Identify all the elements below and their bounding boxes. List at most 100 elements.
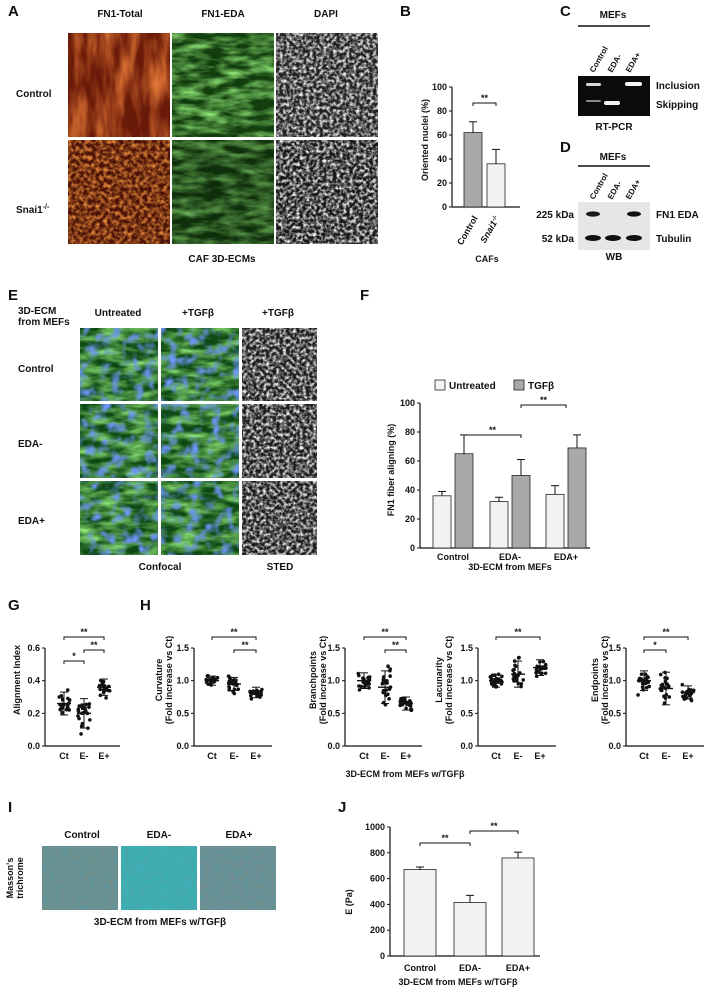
panel-f-bar-1-0 bbox=[454, 453, 474, 549]
panel-h-2-dot-2-2 bbox=[543, 662, 548, 667]
panel-g-dot-1-17 bbox=[76, 707, 81, 712]
panel-h-1-sig-2-bracket bbox=[384, 649, 407, 653]
panel-h-3-dot-0-12 bbox=[644, 681, 648, 686]
panel-h-1-dot-2-20 bbox=[399, 696, 403, 701]
panel-b-tick-label-0: 0 bbox=[442, 202, 447, 212]
panel-a-col-1: FN1-Total bbox=[97, 9, 143, 20]
panel-h-branchpoints-chart: 0.0 0.5 1.0 1.5 Ct E- E+ **** bbox=[327, 627, 422, 761]
panel-c-lane-eda-minus: EDA- bbox=[606, 52, 624, 74]
panel-i-label: I bbox=[8, 799, 12, 816]
panel-h-0-dot-0-15 bbox=[215, 675, 220, 680]
panel-c-caption: RT-PCR bbox=[595, 122, 633, 133]
panel-j-sig-2-label: ** bbox=[490, 821, 498, 831]
panel-h-1-sig-1-label: ** bbox=[381, 627, 389, 637]
panel-j-tick-label-0: 0 bbox=[380, 951, 385, 961]
panel-a-label: A bbox=[8, 3, 19, 20]
panel-h-2-dot-2-8 bbox=[540, 671, 544, 675]
panel-g-dot-1-15 bbox=[84, 709, 88, 713]
panel-c-band-inclusion: Inclusion bbox=[656, 81, 700, 92]
panel-h-1-dot-0-21 bbox=[367, 675, 371, 680]
panel-j-xlabel: 3D-ECM from MEFs w/TGFβ bbox=[399, 977, 519, 987]
panel-h-1-sig-2-label: ** bbox=[392, 640, 400, 650]
panel-g-sig-2-bracket bbox=[63, 660, 85, 664]
panel-d-blot bbox=[578, 202, 650, 250]
panel-h-1-dot-1-2 bbox=[387, 697, 391, 701]
panel-h-0-tick-label-2: 1.0 bbox=[176, 676, 189, 686]
panel-e-col-untreated: Untreated bbox=[95, 308, 142, 319]
panel-h-1-dot-0-9 bbox=[357, 684, 361, 688]
panel-i-col-eda-plus: EDA+ bbox=[226, 830, 253, 841]
panel-h-branchpoints-ylabel: Branchpoints bbox=[308, 651, 318, 709]
panel-i-stains bbox=[42, 846, 276, 910]
panel-h-0-sig-2-label: ** bbox=[241, 640, 249, 650]
panel-a-col-3: DAPI bbox=[314, 9, 338, 20]
panel-h-3-dot-0-20 bbox=[647, 684, 652, 689]
panel-d-label: D bbox=[560, 139, 571, 156]
panel-h-3-dot-0-21 bbox=[639, 677, 643, 681]
panel-e-row-eda-minus: EDA- bbox=[18, 439, 42, 450]
panel-h-2-sig-1-bracket bbox=[495, 636, 541, 640]
panel-h-3-group-2: E+ bbox=[682, 751, 693, 761]
panel-h-1-group-1: E- bbox=[381, 751, 390, 761]
panel-h-1-dot-0-8 bbox=[367, 686, 371, 690]
panel-e-col-tgfb: +TGFβ bbox=[182, 308, 214, 319]
panel-e-micrographs bbox=[80, 328, 317, 555]
panel-f-tick-label-3: 60 bbox=[405, 456, 415, 466]
panel-b-tick-label-3: 60 bbox=[437, 130, 447, 140]
panel-h-2-dot-0-12 bbox=[492, 683, 496, 688]
panel-e-corner-1: 3D-ECM bbox=[18, 306, 56, 317]
panel-h-2-group-1: E- bbox=[514, 751, 523, 761]
panel-i-ylabel-1: Masson's bbox=[5, 858, 15, 899]
panel-h-endpoints-ysub: (Fold increase vs Ct) bbox=[600, 636, 610, 725]
panel-c-gel bbox=[578, 76, 650, 116]
panel-f-bar-0-0 bbox=[432, 495, 452, 549]
panel-h-2-group-0: Ct bbox=[491, 751, 501, 761]
panel-g-dot-1-0 bbox=[88, 718, 92, 722]
panel-h-3-dot-1-15 bbox=[660, 682, 665, 687]
panel-g-dot-1-14 bbox=[87, 705, 91, 709]
panel-b-caption: CAFs bbox=[475, 254, 499, 264]
panel-j-tick-label-5: 1000 bbox=[365, 822, 385, 832]
panel-g-dot-0-20 bbox=[57, 695, 62, 699]
panel-h-2-sig-1-label: ** bbox=[514, 627, 522, 637]
panel-h-2-dot-2-19 bbox=[543, 671, 548, 676]
panel-f-bar-1-1 bbox=[511, 475, 531, 549]
panel-h-2-dot-0-7 bbox=[500, 674, 504, 679]
panel-g-tick-label-3: 0.6 bbox=[27, 643, 40, 653]
panel-f-tick-label-1: 20 bbox=[405, 514, 415, 524]
panel-h-3-dot-1-19 bbox=[658, 672, 663, 677]
panel-g-dot-1-4 bbox=[77, 716, 81, 721]
panel-h-1-group-0: Ct bbox=[359, 751, 369, 761]
panel-g-dot-1-10 bbox=[79, 732, 83, 736]
panel-h-2-group-2: E+ bbox=[534, 751, 545, 761]
panel-j-cat-2: EDA+ bbox=[506, 963, 530, 973]
panel-i-caption: 3D-ECM from MEFs w/TGFβ bbox=[94, 917, 226, 928]
panel-h-2-dot-1-14 bbox=[514, 664, 518, 669]
panel-g-sig-3-bracket bbox=[83, 649, 105, 653]
panel-h-1-dot-1-1 bbox=[388, 674, 392, 678]
panel-f-bar-0-1 bbox=[489, 501, 509, 549]
panel-f-tick-label-4: 80 bbox=[405, 427, 415, 437]
panel-c-lane-eda-plus: EDA+ bbox=[624, 51, 643, 74]
panel-h-3-group-1: E- bbox=[662, 751, 671, 761]
panel-b-tick-label-5: 100 bbox=[432, 82, 447, 92]
panel-e-bottom-confocal: Confocal bbox=[139, 562, 182, 573]
panel-d-lane-eda-minus: EDA- bbox=[606, 179, 624, 201]
panel-j-sig-1-label: ** bbox=[441, 833, 449, 843]
panel-f-sig-2-bracket bbox=[520, 404, 567, 408]
panel-h-curvature-ylabel: Curvature bbox=[154, 659, 164, 702]
panel-j-tick-label-2: 400 bbox=[370, 899, 385, 909]
panel-i-col-eda-minus: EDA- bbox=[147, 830, 171, 841]
panel-h-3-dot-2-17 bbox=[689, 698, 694, 703]
panel-a-row-snai1: Snai1-/- bbox=[16, 204, 50, 216]
panel-b-tick-label-2: 40 bbox=[437, 154, 447, 164]
panel-g-dot-0-19 bbox=[65, 707, 69, 712]
panel-f-tick-label-2: 40 bbox=[405, 485, 415, 495]
panel-g-ylabel: Alignment Index bbox=[12, 645, 22, 715]
panel-h-1-dot-1-21 bbox=[388, 667, 392, 671]
panel-h-lacunarity-ysub: (Fold increase vs Ct) bbox=[444, 636, 454, 725]
panel-f-tick-label-0: 0 bbox=[410, 543, 415, 553]
panel-j-chart: 0 200 400 600 800 1000 Control EDA- EDA+ ** ** bbox=[365, 821, 540, 973]
panel-h-1-tick-label-2: 1.0 bbox=[327, 676, 340, 686]
